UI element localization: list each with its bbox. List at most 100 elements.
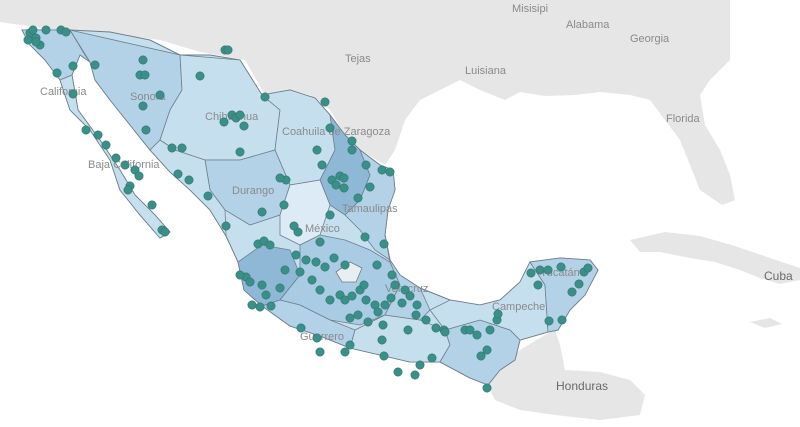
location-point[interactable] bbox=[360, 232, 370, 242]
location-point[interactable] bbox=[482, 345, 492, 355]
location-point[interactable] bbox=[415, 360, 425, 370]
location-point[interactable] bbox=[31, 37, 41, 47]
location-point[interactable] bbox=[421, 315, 431, 325]
location-point[interactable] bbox=[307, 275, 317, 285]
location-point[interactable] bbox=[440, 327, 450, 337]
location-point[interactable] bbox=[427, 353, 437, 363]
location-point[interactable] bbox=[239, 121, 249, 131]
location-point[interactable] bbox=[340, 260, 350, 270]
location-point[interactable] bbox=[365, 182, 375, 192]
location-point[interactable] bbox=[315, 285, 325, 295]
location-point[interactable] bbox=[493, 309, 503, 319]
location-point[interactable] bbox=[400, 285, 410, 295]
location-point[interactable] bbox=[556, 262, 566, 272]
location-point[interactable] bbox=[111, 153, 121, 163]
location-point[interactable] bbox=[340, 347, 350, 357]
location-point[interactable] bbox=[361, 295, 371, 305]
location-point[interactable] bbox=[295, 267, 305, 277]
location-point[interactable] bbox=[195, 71, 205, 81]
location-point[interactable] bbox=[61, 27, 71, 37]
location-point[interactable] bbox=[339, 183, 349, 193]
location-point[interactable] bbox=[260, 92, 270, 102]
location-point[interactable] bbox=[255, 302, 265, 312]
location-point[interactable] bbox=[347, 136, 357, 146]
location-point[interactable] bbox=[291, 250, 301, 260]
location-point[interactable] bbox=[377, 335, 387, 345]
location-point[interactable] bbox=[279, 200, 289, 210]
location-point[interactable] bbox=[245, 277, 255, 287]
location-point[interactable] bbox=[373, 307, 383, 317]
location-point[interactable] bbox=[289, 221, 299, 231]
location-point[interactable] bbox=[266, 301, 276, 311]
location-point[interactable] bbox=[385, 167, 395, 177]
location-point[interactable] bbox=[403, 325, 413, 335]
location-point[interactable] bbox=[345, 313, 355, 323]
location-point[interactable] bbox=[52, 68, 62, 78]
location-point[interactable] bbox=[380, 300, 390, 310]
location-point[interactable] bbox=[583, 263, 593, 273]
location-point[interactable] bbox=[123, 185, 133, 195]
location-point[interactable] bbox=[379, 239, 389, 249]
location-point[interactable] bbox=[101, 140, 111, 150]
location-point[interactable] bbox=[301, 255, 311, 265]
location-point[interactable] bbox=[235, 110, 245, 120]
location-point[interactable] bbox=[567, 287, 577, 297]
location-point[interactable] bbox=[247, 300, 257, 310]
location-point[interactable] bbox=[138, 101, 148, 111]
location-point[interactable] bbox=[221, 221, 231, 231]
location-point[interactable] bbox=[81, 125, 91, 135]
location-point[interactable] bbox=[312, 145, 322, 155]
location-point[interactable] bbox=[397, 298, 407, 308]
location-point[interactable] bbox=[412, 300, 422, 310]
location-point[interactable] bbox=[347, 145, 357, 155]
location-point[interactable] bbox=[147, 200, 157, 210]
location-point[interactable] bbox=[359, 280, 369, 290]
location-point[interactable] bbox=[141, 125, 151, 135]
location-point[interactable] bbox=[526, 268, 536, 278]
location-point[interactable] bbox=[377, 165, 387, 175]
location-point[interactable] bbox=[155, 90, 165, 100]
location-point[interactable] bbox=[261, 290, 271, 300]
location-point[interactable] bbox=[138, 55, 148, 65]
location-point[interactable] bbox=[320, 97, 330, 107]
location-point[interactable] bbox=[485, 325, 495, 335]
location-point[interactable] bbox=[340, 295, 350, 305]
location-point[interactable] bbox=[257, 207, 267, 217]
location-point[interactable] bbox=[320, 262, 330, 272]
location-point[interactable] bbox=[177, 143, 187, 153]
location-point[interactable] bbox=[312, 333, 322, 343]
location-point[interactable] bbox=[160, 227, 170, 237]
location-point[interactable] bbox=[120, 160, 130, 170]
location-point[interactable] bbox=[390, 280, 400, 290]
location-point[interactable] bbox=[90, 60, 100, 70]
location-point[interactable] bbox=[544, 316, 554, 326]
location-point[interactable] bbox=[353, 193, 363, 203]
location-point[interactable] bbox=[325, 295, 335, 305]
location-point[interactable] bbox=[167, 143, 177, 153]
location-point[interactable] bbox=[68, 61, 78, 71]
location-point[interactable] bbox=[482, 383, 492, 393]
location-point[interactable] bbox=[280, 265, 290, 275]
location-point[interactable] bbox=[476, 351, 486, 361]
location-point[interactable] bbox=[173, 169, 183, 179]
location-point[interactable] bbox=[361, 160, 371, 170]
location-point[interactable] bbox=[203, 191, 213, 201]
location-point[interactable] bbox=[315, 237, 325, 247]
location-point[interactable] bbox=[543, 265, 553, 275]
location-point[interactable] bbox=[325, 210, 335, 220]
location-point[interactable] bbox=[410, 370, 420, 380]
location-point[interactable] bbox=[219, 117, 229, 127]
location-point[interactable] bbox=[265, 240, 275, 250]
location-point[interactable] bbox=[23, 35, 33, 45]
location-point[interactable] bbox=[317, 160, 327, 170]
location-point[interactable] bbox=[235, 147, 245, 157]
location-point[interactable] bbox=[472, 330, 482, 340]
location-point[interactable] bbox=[275, 283, 285, 293]
location-point[interactable] bbox=[386, 293, 396, 303]
location-point[interactable] bbox=[393, 367, 403, 377]
location-point[interactable] bbox=[28, 25, 38, 35]
location-point[interactable] bbox=[363, 317, 373, 327]
location-point[interactable] bbox=[557, 315, 567, 325]
location-point[interactable] bbox=[235, 270, 245, 280]
